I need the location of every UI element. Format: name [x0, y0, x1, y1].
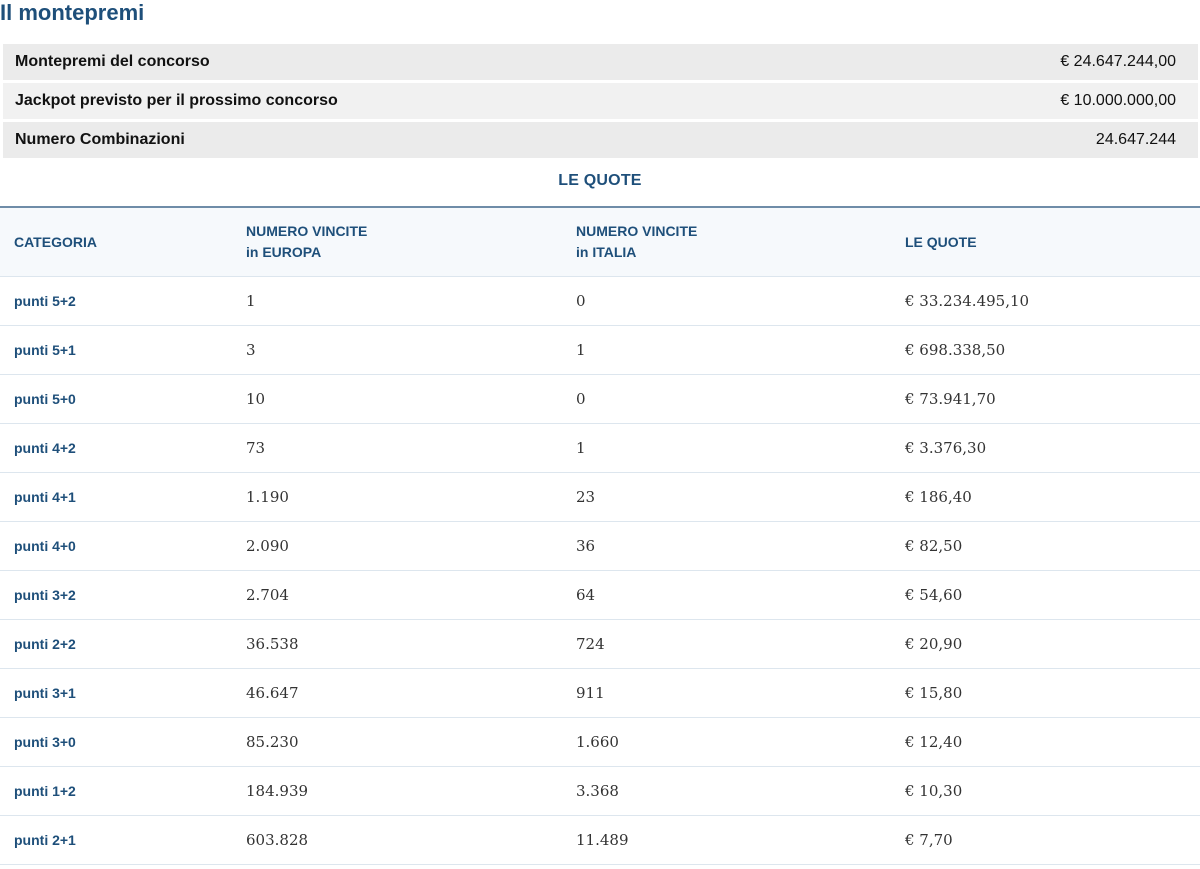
- vincite-italia-cell: 0: [576, 292, 586, 310]
- vincite-italia-cell: 64: [576, 586, 596, 604]
- summary-row-montepremi: Montepremi del concorso € 24.647.244,00: [3, 44, 1198, 80]
- categoria-cell: punti 3+1: [14, 685, 76, 701]
- page-title: Il montepremi: [0, 0, 145, 25]
- vincite-italia-cell: 1.660: [576, 733, 619, 751]
- summary-value: € 24.647.244,00: [1060, 53, 1176, 70]
- table-row: punti 5+0 10 0 € 73.941,70: [0, 375, 1200, 424]
- header-line: NUMERO VINCITE: [246, 223, 368, 239]
- categoria-cell: punti 2+2: [14, 636, 76, 652]
- vincite-italia-cell: 36: [576, 537, 596, 555]
- vincite-italia-cell: 1: [576, 341, 586, 359]
- categoria-cell: punti 3+0: [14, 734, 76, 750]
- header-quote: LE QUOTE: [905, 233, 977, 250]
- quota-cell: € 73.941,70: [905, 390, 996, 408]
- header-line: in EUROPA: [246, 244, 322, 260]
- vincite-italia-cell: 0: [576, 390, 586, 408]
- quota-cell: € 12,40: [905, 733, 963, 751]
- categoria-cell: punti 4+0: [14, 538, 76, 554]
- vincite-europa-cell: 46.647: [246, 684, 299, 702]
- summary-row-combinazioni: Numero Combinazioni 24.647.244: [3, 122, 1198, 158]
- vincite-italia-cell: 11.489: [576, 831, 629, 849]
- vincite-europa-cell: 184.939: [246, 782, 309, 800]
- vincite-italia-cell: 1: [576, 439, 586, 457]
- categoria-cell: punti 5+2: [14, 293, 76, 309]
- summary-value: 24.647.244: [1095, 131, 1176, 148]
- table-row: punti 3+2 2.704 64 € 54,60: [0, 571, 1200, 620]
- summary-row-jackpot: Jackpot previsto per il prossimo concors…: [3, 83, 1198, 119]
- header-line: NUMERO VINCITE: [576, 223, 698, 239]
- quota-cell: € 33.234.495,10: [905, 292, 1030, 310]
- vincite-europa-cell: 73: [246, 439, 266, 457]
- table-row: punti 2+1 603.828 11.489 € 7,70: [0, 816, 1200, 865]
- table-row: punti 2+2 36.538 724 € 20,90: [0, 620, 1200, 669]
- categoria-cell: punti 4+2: [14, 440, 76, 456]
- summary-label: Montepremi del concorso: [15, 53, 210, 70]
- table-row: punti 5+1 3 1 € 698.338,50: [0, 326, 1200, 375]
- vincite-europa-cell: 36.538: [246, 635, 299, 653]
- table-body: punti 5+2 1 0 € 33.234.495,10 punti 5+1 3 1 € 6…: [0, 277, 1200, 865]
- header-categoria: CATEGORIA: [14, 233, 97, 250]
- categoria-cell: punti 5+0: [14, 391, 76, 407]
- table-row: punti 4+0 2.090 36 € 82,50: [0, 522, 1200, 571]
- vincite-europa-cell: 2.704: [246, 586, 289, 604]
- vincite-italia-cell: 23: [576, 488, 596, 506]
- table-row: punti 1+2 184.939 3.368 € 10,30: [0, 767, 1200, 816]
- vincite-italia-cell: 724: [576, 635, 605, 653]
- quota-cell: € 7,70: [905, 831, 953, 849]
- vincite-italia-cell: 911: [576, 684, 605, 702]
- quota-cell: € 54,60: [905, 586, 963, 604]
- categoria-cell: punti 2+1: [14, 832, 76, 848]
- vincite-europa-cell: 2.090: [246, 537, 289, 555]
- vincite-europa-cell: 85.230: [246, 733, 299, 751]
- table-row: punti 4+2 73 1 € 3.376,30: [0, 424, 1200, 473]
- quote-table: CATEGORIA NUMERO VINCITE in EUROPA NUMER…: [0, 206, 1200, 865]
- categoria-cell: punti 5+1: [14, 342, 76, 358]
- header-vincite-europa: NUMERO VINCITE in EUROPA: [246, 221, 576, 263]
- header-vincite-italia: NUMERO VINCITE in ITALIA: [576, 221, 905, 263]
- vincite-europa-cell: 1.190: [246, 488, 289, 506]
- summary-table: Montepremi del concorso € 24.647.244,00 …: [3, 44, 1198, 161]
- vincite-europa-cell: 10: [246, 390, 266, 408]
- quota-cell: € 15,80: [905, 684, 963, 702]
- quota-cell: € 3.376,30: [905, 439, 987, 457]
- summary-label: Numero Combinazioni: [15, 131, 185, 148]
- quota-cell: € 20,90: [905, 635, 963, 653]
- categoria-cell: punti 3+2: [14, 587, 76, 603]
- quota-cell: € 698.338,50: [905, 341, 1006, 359]
- vincite-italia-cell: 3.368: [576, 782, 619, 800]
- vincite-europa-cell: 1: [246, 292, 256, 310]
- table-row: punti 5+2 1 0 € 33.234.495,10: [0, 277, 1200, 326]
- table-row: punti 3+1 46.647 911 € 15,80: [0, 669, 1200, 718]
- categoria-cell: punti 4+1: [14, 489, 76, 505]
- categoria-cell: punti 1+2: [14, 783, 76, 799]
- table-row: punti 3+0 85.230 1.660 € 12,40: [0, 718, 1200, 767]
- quote-section-title: LE QUOTE: [558, 172, 642, 189]
- header-line: in ITALIA: [576, 244, 637, 260]
- vincite-europa-cell: 603.828: [246, 831, 309, 849]
- vincite-europa-cell: 3: [246, 341, 256, 359]
- table-header: CATEGORIA NUMERO VINCITE in EUROPA NUMER…: [0, 208, 1200, 277]
- table-row: punti 4+1 1.190 23 € 186,40: [0, 473, 1200, 522]
- summary-value: € 10.000.000,00: [1060, 92, 1176, 109]
- quota-cell: € 10,30: [905, 782, 963, 800]
- quota-cell: € 186,40: [905, 488, 972, 506]
- summary-label: Jackpot previsto per il prossimo concors…: [15, 92, 338, 109]
- quota-cell: € 82,50: [905, 537, 963, 555]
